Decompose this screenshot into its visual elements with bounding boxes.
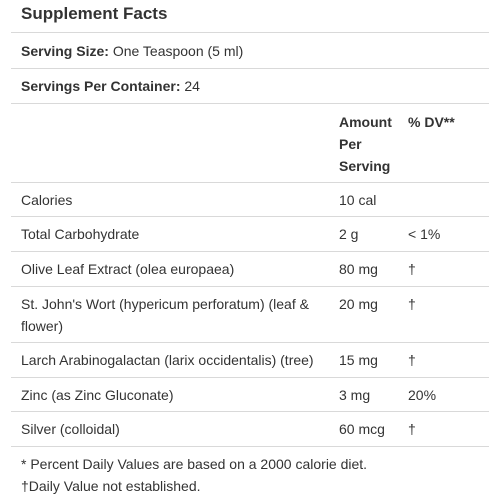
nutrient-name: Larch Arabinogalactan (larix occidentali… bbox=[21, 352, 314, 368]
servings-per-container-row: Servings Per Container: 24 bbox=[11, 69, 489, 104]
nutrient-amount: 10 cal bbox=[339, 192, 377, 208]
table-row: Calories 10 cal bbox=[11, 183, 489, 217]
table-row: Larch Arabinogalactan (larix occidentali… bbox=[11, 343, 489, 378]
panel-title: Supplement Facts bbox=[11, 0, 489, 33]
nutrient-amount: 15 mg bbox=[339, 352, 378, 368]
amount-header: Amount Per Serving bbox=[339, 114, 392, 174]
table-row: St. John's Wort (hypericum perforatum) (… bbox=[11, 287, 489, 343]
table-row: Total Carbohydrate 2 g < 1% bbox=[11, 217, 489, 252]
nutrient-amount: 80 mg bbox=[339, 261, 378, 277]
servings-per-container-label: Servings Per Container: bbox=[21, 78, 181, 94]
serving-size-row: Serving Size: One Teaspoon (5 ml) bbox=[11, 33, 489, 69]
column-header-row: Amount Per Serving % DV** bbox=[11, 104, 489, 183]
serving-size-value: One Teaspoon (5 ml) bbox=[112, 43, 244, 59]
nutrient-name: Silver (colloidal) bbox=[21, 421, 120, 437]
footnote-dagger: †Daily Value not established. bbox=[21, 478, 201, 494]
supplement-facts-panel: Supplement Facts Serving Size: One Teasp… bbox=[11, 0, 489, 497]
nutrient-name: Total Carbohydrate bbox=[21, 226, 140, 242]
nutrient-dv: † bbox=[408, 261, 416, 277]
table-row: Olive Leaf Extract (olea europaea) 80 mg… bbox=[11, 252, 489, 287]
table-row: Silver (colloidal) 60 mcg † bbox=[11, 412, 489, 447]
nutrient-name: St. John's Wort (hypericum perforatum) (… bbox=[21, 296, 309, 334]
nutrient-dv: < 1% bbox=[408, 226, 441, 242]
footnote-percent-dv: * Percent Daily Values are based on a 20… bbox=[21, 456, 368, 472]
nutrient-dv: † bbox=[408, 352, 416, 368]
footnotes: * Percent Daily Values are based on a 20… bbox=[11, 447, 489, 497]
nutrient-dv: † bbox=[408, 421, 416, 437]
nutrient-dv: 20% bbox=[408, 387, 437, 403]
nutrient-amount: 60 mcg bbox=[339, 421, 385, 437]
servings-per-container-value: 24 bbox=[184, 78, 200, 94]
nutrient-dv: † bbox=[408, 296, 416, 312]
nutrient-amount: 20 mg bbox=[339, 296, 378, 312]
nutrient-amount: 2 g bbox=[339, 226, 359, 242]
nutrient-name: Zinc (as Zinc Gluconate) bbox=[21, 387, 174, 403]
table-row: Zinc (as Zinc Gluconate) 3 mg 20% bbox=[11, 378, 489, 412]
dv-header: % DV** bbox=[408, 114, 455, 130]
nutrient-amount: 3 mg bbox=[339, 387, 371, 403]
nutrient-name: Calories bbox=[21, 192, 73, 208]
nutrient-name: Olive Leaf Extract (olea europaea) bbox=[21, 261, 235, 277]
serving-size-label: Serving Size: bbox=[21, 43, 109, 59]
